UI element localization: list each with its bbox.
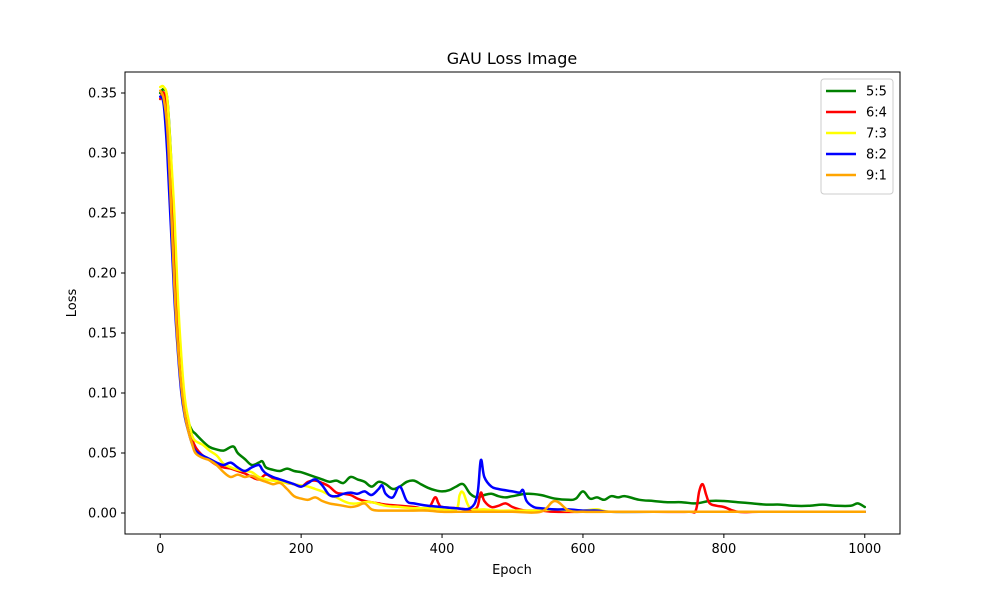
y-tick-label: 0.00 [88,507,117,522]
x-tick-label: 400 [430,542,455,557]
x-tick-label: 200 [289,542,314,557]
y-tick-label: 0.35 [88,87,117,102]
legend-box [820,78,894,195]
x-tick-label: 1000 [848,542,881,557]
chart-title: GAU Loss Image [447,49,577,68]
series-line-5-5 [158,87,867,509]
x-tick-label: 600 [571,542,596,557]
y-tick-label: 0.30 [88,147,117,162]
legend-label: 5:5 [866,85,887,100]
legend: 5:5 6:4 7:3 8:2 9:1 [820,78,894,195]
y-tick-label: 0.10 [88,387,117,402]
series-line-9-1 [158,89,867,514]
legend-label: 9:1 [866,169,887,184]
legend-label: 7:3 [866,127,887,142]
series-line-8-2 [158,95,867,514]
y-tick-label: 0.20 [88,267,117,282]
legend-label: 6:4 [866,106,887,121]
x-tick-label: 0 [156,542,164,557]
legend-label: 8:2 [866,148,887,163]
plot-frame [124,71,901,535]
y-tick-label: 0.25 [88,207,117,222]
y-tick-label: 0.15 [88,327,117,342]
axes: 0 200 400 600 800 1000 0.00 0.05 0.10 0.15 0.20 0.2… [88,87,881,558]
y-tick-label: 0.05 [88,447,117,462]
y-axis-label: Loss [65,289,80,318]
x-tick-label: 800 [711,542,736,557]
x-axis-label: Epoch [492,563,532,578]
plot-area [158,84,867,514]
